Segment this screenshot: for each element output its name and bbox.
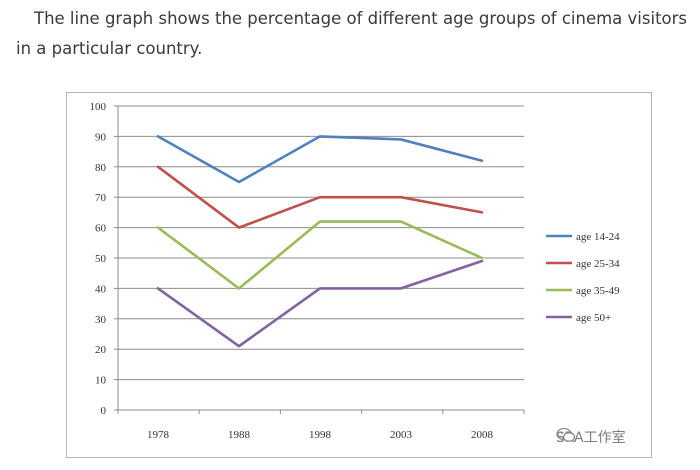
prompt-line-1: The line graph shows the percentage of d… bbox=[34, 9, 688, 28]
legend-label-1: age 14-24 bbox=[576, 231, 620, 243]
question-prompt: The line graph shows the percentage of d… bbox=[16, 4, 696, 64]
prompt-line-2: in a particular country. bbox=[16, 39, 203, 58]
y-tick-label: 10 bbox=[95, 375, 107, 387]
x-tick-label: 1998 bbox=[309, 429, 332, 441]
x-tick-label: 1988 bbox=[228, 429, 251, 441]
x-tick-label: 1978 bbox=[147, 429, 170, 441]
y-tick-label: 40 bbox=[95, 283, 107, 295]
y-tick-label: 60 bbox=[95, 223, 107, 235]
series-line-1 bbox=[156, 135, 484, 184]
y-tick-label: 90 bbox=[95, 131, 107, 143]
y-tick-label: 80 bbox=[95, 162, 107, 174]
legend-label-2: age 25-34 bbox=[576, 258, 620, 270]
chart-frame bbox=[66, 92, 652, 458]
wechat-icon bbox=[556, 427, 576, 442]
y-tick-label: 20 bbox=[95, 344, 107, 356]
series-line-4 bbox=[156, 259, 484, 348]
watermark: SRA工作室 bbox=[556, 427, 626, 447]
y-tick-label: 0 bbox=[101, 405, 107, 417]
legend-label-4: age 50+ bbox=[576, 312, 611, 324]
y-tick-label: 70 bbox=[95, 192, 107, 204]
y-tick-label: 30 bbox=[95, 314, 107, 326]
x-tick-label: 2003 bbox=[390, 429, 413, 441]
x-tick-label: 2008 bbox=[471, 429, 494, 441]
y-tick-label: 100 bbox=[90, 101, 107, 113]
y-tick-label: 50 bbox=[95, 253, 107, 265]
legend-label-3: age 35-49 bbox=[576, 285, 620, 297]
